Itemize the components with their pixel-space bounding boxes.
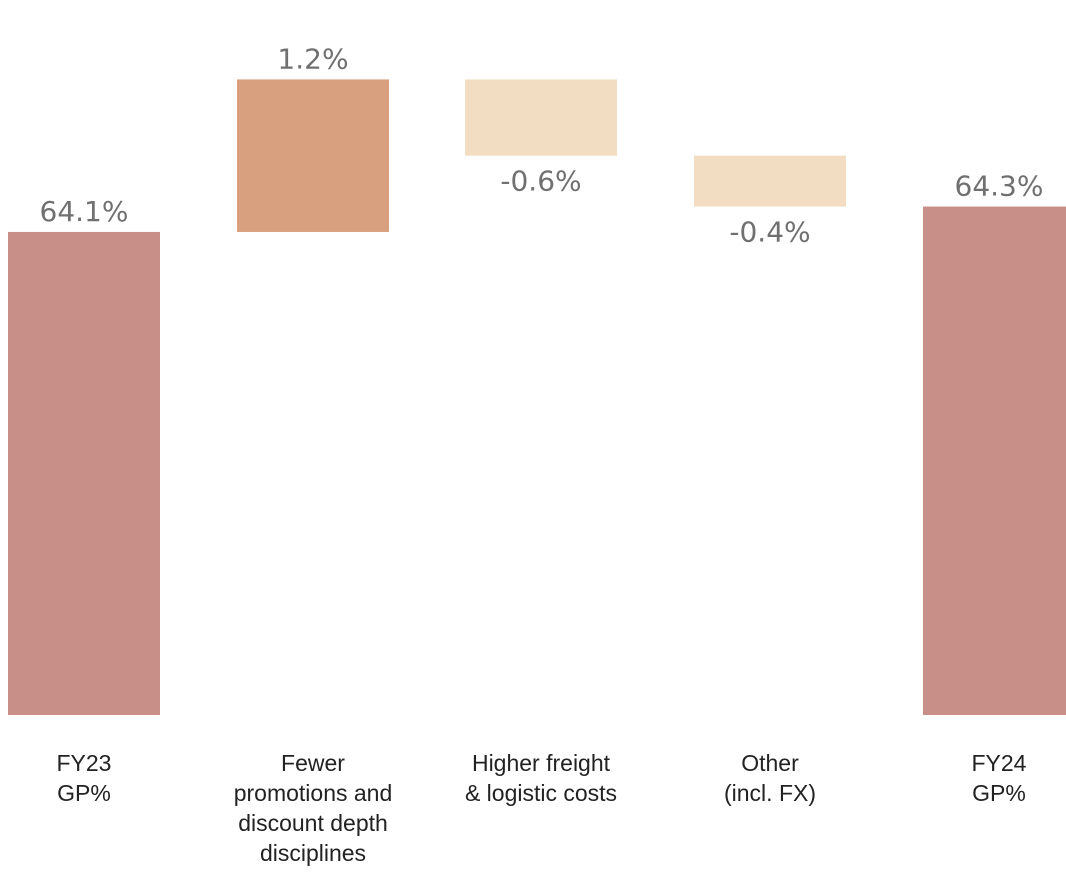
category-labels-group: FY23 GP% Fewer promotions and discount depth… xyxy=(57,750,1027,866)
category-label-2: Higher freight & logistic costs xyxy=(465,750,617,806)
value-label-1: 1.2% xyxy=(277,42,348,75)
category-label-4-line-0: FY24 xyxy=(972,750,1027,776)
bar-4 xyxy=(923,206,1066,716)
category-label-1-line-2: discount depth xyxy=(238,810,388,836)
category-label-4-line-1: GP% xyxy=(972,780,1026,806)
category-label-3-line-0: Other xyxy=(741,750,799,776)
bar-1 xyxy=(237,79,389,232)
bar-2 xyxy=(465,79,617,156)
category-label-1: Fewer promotions and discount depth discipl… xyxy=(234,750,393,866)
bar-0 xyxy=(8,231,160,715)
value-label-4: 64.3% xyxy=(955,170,1044,203)
value-label-2: -0.6% xyxy=(500,165,581,198)
category-label-0-line-1: GP% xyxy=(57,780,111,806)
category-label-0: FY23 GP% xyxy=(57,750,112,806)
category-label-2-line-1: & logistic costs xyxy=(465,780,617,806)
bar-3 xyxy=(694,155,846,207)
category-label-3-line-1: (incl. FX) xyxy=(724,780,816,806)
category-label-4: FY24 GP% xyxy=(972,750,1027,806)
value-label-3: -0.4% xyxy=(729,216,810,249)
bars-group xyxy=(8,79,1066,716)
category-label-1-line-3: disciplines xyxy=(260,840,366,866)
category-label-3: Other (incl. FX) xyxy=(724,750,816,806)
value-label-0: 64.1% xyxy=(40,195,129,228)
category-label-0-line-0: FY23 xyxy=(57,750,112,776)
category-label-2-line-0: Higher freight xyxy=(472,750,611,776)
category-label-1-line-1: promotions and xyxy=(234,780,393,806)
category-label-1-line-0: Fewer xyxy=(281,750,345,776)
value-labels-group: 64.1% 1.2% -0.6% -0.4% 64.3% xyxy=(40,42,1044,248)
